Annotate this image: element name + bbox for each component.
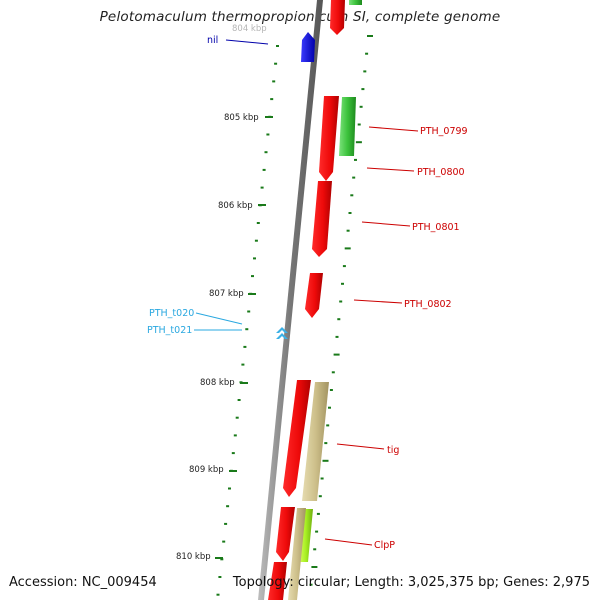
- tick-dot: [233, 434, 237, 437]
- tick-dot: [253, 257, 256, 260]
- tick-dot: [228, 487, 231, 490]
- cds-feature-pth-0802[interactable]: [305, 273, 323, 318]
- ring-dot: [322, 459, 329, 462]
- accession-text: Accession: NC_009454: [9, 575, 157, 590]
- gene-label-pth-t020[interactable]: PTH_t020: [149, 308, 194, 319]
- gene-label-pth-0801[interactable]: PTH_0801: [412, 222, 460, 233]
- ruler-label-807: 807 kbp: [209, 289, 244, 299]
- tick-dot: [262, 168, 266, 171]
- ring-dot: [328, 406, 331, 409]
- genome-backbone: [258, 0, 323, 600]
- ring-dot: [348, 212, 352, 214]
- gene-label-pth-t021[interactable]: PTH_t021: [147, 325, 192, 336]
- ring-dot: [352, 176, 356, 179]
- cds-feature-top-green[interactable]: [349, 0, 362, 5]
- cds-feature-tig[interactable]: [283, 380, 311, 497]
- tick-dot: [216, 593, 220, 596]
- ring-dot: [344, 247, 351, 250]
- cds-feature-clpp[interactable]: [299, 509, 313, 562]
- ring-dot: [341, 282, 344, 285]
- ruler-label-810: 810 kbp: [176, 552, 211, 562]
- tick-dot: [247, 310, 251, 313]
- ring-dot: [355, 141, 362, 144]
- gene-label-tig[interactable]: tig: [387, 445, 399, 456]
- cds-feature-red-bottom[interactable]: [268, 562, 287, 600]
- tick-dot: [274, 62, 278, 65]
- ring-dot: [354, 158, 357, 161]
- ring-dot: [342, 265, 346, 268]
- tick-dot: [220, 558, 224, 561]
- tick-dot: [241, 363, 245, 366]
- ruler-label-808: 808 kbp: [200, 378, 235, 388]
- cds-feature-tig-tan[interactable]: [302, 382, 329, 501]
- ruler-label-809: 809 kbp: [189, 465, 224, 475]
- ring-dot: [313, 548, 317, 551]
- label-leader-lines: [194, 39, 419, 546]
- ring-dot: [335, 335, 339, 338]
- gene-label-clpp[interactable]: ClpP: [374, 540, 395, 551]
- ring-dot: [359, 105, 363, 108]
- cds-feature-pth-0799[interactable]: [339, 97, 356, 156]
- tick-dot: [276, 45, 279, 47]
- cds-feature-top[interactable]: [330, 0, 345, 35]
- gene-label-pth-0799[interactable]: PTH_0799: [420, 126, 468, 137]
- ring-dot: [331, 371, 335, 374]
- tick-dot: [264, 151, 268, 154]
- ring-dot: [326, 424, 330, 427]
- tick-dot: [231, 452, 235, 455]
- tick-dot: [260, 186, 264, 189]
- ring-dot: [311, 566, 318, 568]
- ruler-label-top: 804 kbp: [232, 24, 267, 34]
- ring-dot: [365, 52, 369, 55]
- ring-dot: [339, 300, 343, 303]
- ruler-major-ticks: [215, 116, 273, 559]
- ring-dot: [363, 70, 367, 73]
- ring-dot: [329, 389, 333, 391]
- ring-dot: [315, 530, 319, 533]
- ring-dot: [320, 477, 324, 480]
- ring-dot: [324, 442, 328, 445]
- ring-dot: [337, 318, 341, 321]
- cds-feature-tan-lower[interactable]: [288, 508, 306, 600]
- tick-dot: [243, 345, 247, 348]
- tick-dot: [237, 399, 241, 401]
- tick-dot: [226, 505, 230, 508]
- tick-dot: [266, 133, 270, 136]
- tick-dot: [224, 522, 228, 525]
- ruler-tick-dots: [216, 45, 279, 596]
- gene-label-pth-0800[interactable]: PTH_0800: [417, 167, 465, 178]
- cds-feature-red-lower[interactable]: [276, 507, 295, 561]
- ring-dot: [350, 194, 354, 197]
- tick-dot: [245, 328, 249, 331]
- cds-feature-pth-0801[interactable]: [312, 181, 332, 257]
- ring-dot: [361, 88, 365, 91]
- ring-dot: [318, 495, 322, 498]
- ring-dot: [367, 35, 373, 37]
- tick-dot: [222, 540, 226, 543]
- ring-dot: [333, 353, 340, 356]
- tick-dot: [218, 576, 222, 578]
- topology-text: Topology: circular; Length: 3,025,375 bp…: [232, 575, 590, 590]
- outer-dotted-ring: [309, 35, 373, 586]
- trna-feature-pth-t021[interactable]: [276, 333, 288, 339]
- tick-dot: [256, 222, 260, 224]
- tick-dot: [254, 239, 258, 242]
- cds-feature-pth-0800[interactable]: [319, 96, 339, 181]
- tick-dot: [251, 275, 254, 278]
- tick-dot: [272, 80, 276, 83]
- trna-feature-pth-t020[interactable]: [276, 327, 288, 333]
- ring-dot: [316, 512, 320, 515]
- ring-dot: [346, 229, 350, 232]
- gene-label-nil[interactable]: nil: [207, 35, 218, 46]
- tick-dot: [235, 416, 239, 419]
- map-title: Pelotomaculum thermopropionicum SI, comp…: [99, 9, 501, 25]
- cds-feature-nil[interactable]: [301, 32, 315, 62]
- ruler-label-806: 806 kbp: [218, 201, 253, 211]
- ring-dot: [309, 583, 313, 586]
- ruler-label-805: 805 kbp: [224, 113, 259, 123]
- tick-dot: [270, 98, 274, 101]
- ring-dot: [357, 123, 361, 126]
- gene-label-pth-0802[interactable]: PTH_0802: [404, 299, 452, 310]
